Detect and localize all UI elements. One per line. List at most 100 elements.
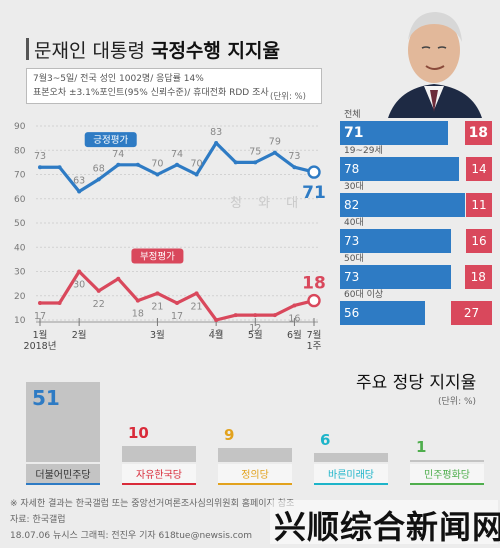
data-point	[272, 313, 277, 318]
data-label: 63	[73, 175, 85, 186]
y-tick-label: 60	[14, 195, 26, 205]
x-tick-label: 7월	[307, 329, 322, 341]
overlay-watermark-box	[270, 500, 498, 544]
party-bar	[410, 460, 484, 462]
party-bar	[314, 452, 388, 462]
disapprove-bar: 18	[464, 121, 492, 145]
data-point	[116, 162, 121, 167]
data-point	[175, 301, 179, 306]
approve-bar: 56	[340, 301, 426, 325]
party-chart-title: 주요 정당 지지율	[356, 373, 477, 393]
y-tick-label: 40	[14, 243, 26, 253]
data-point	[272, 150, 277, 155]
data-point	[292, 303, 297, 308]
data-label: 12	[249, 323, 261, 334]
series-badge	[131, 248, 184, 264]
title-bold: 국정수행 지지율	[150, 40, 280, 62]
approve-bar: 73	[340, 229, 451, 253]
end-marker	[307, 293, 321, 308]
age-group-panel: 전체 71 18 19~29세 78 14 30대 82 11 40대 73 16 50대 73 18 60대…	[340, 110, 492, 326]
party-chart-unit: (단위: %)	[438, 397, 477, 407]
data-label: 70	[151, 159, 163, 170]
data-point	[96, 177, 101, 182]
approve-bar: 78	[340, 157, 459, 181]
party-value-label: 1	[416, 438, 427, 456]
data-label: 74	[112, 149, 124, 160]
source-line: 자료: 한국갤럽	[10, 515, 66, 525]
party-name-label: 정의당	[218, 464, 292, 485]
disapprove-bar: 18	[464, 265, 492, 289]
disapprove-bar: 16	[466, 229, 492, 253]
age-group-label: 60대 이상	[344, 290, 384, 300]
age-group-label: 40대	[344, 218, 364, 228]
age-group-label: 50대	[344, 254, 364, 264]
survey-line-2: 표본오차 ±3.1%포인트(95% 신뢰수준)/ 휴대전화 RDD 조사	[33, 88, 269, 98]
data-label: 75	[249, 146, 261, 157]
x-tick-label: 2018년	[24, 341, 57, 352]
data-point	[57, 301, 62, 306]
party-bar	[122, 446, 196, 462]
title-light: 문재인 대통령	[34, 40, 151, 62]
age-group-row: 82 11	[340, 193, 492, 217]
end-marker	[307, 165, 321, 179]
party-name-label: 더불어민주당	[26, 464, 100, 485]
approve-bar: 71	[340, 121, 448, 145]
disapprove-bar: 11	[466, 193, 492, 217]
credit-line: 18.07.06 뉴시스 그래픽: 전진우 기자 618tue@newsis.c…	[10, 531, 253, 541]
footnote: ※ 자세한 결과는 한국갤럽 또는 중앙선거여론조사심의위원회 홈페이지 참조	[10, 499, 295, 509]
y-tick-label: 10	[14, 316, 26, 326]
overlay-watermark: 兴顺综合新闻网	[274, 508, 500, 546]
party-value-label: 9	[224, 425, 235, 444]
data-point	[57, 165, 62, 170]
data-label: 73	[34, 151, 46, 162]
data-point	[214, 140, 219, 145]
survey-info-box: 7월3~5일/ 전국 성인 1002명/ 응답률 14% 표본오차 ±3.1%포…	[26, 68, 322, 104]
data-label: 79	[269, 137, 281, 148]
y-tick-label: 20	[14, 292, 26, 302]
data-label: 21	[151, 301, 163, 312]
y-tick-label: 90	[14, 122, 26, 132]
data-point	[233, 313, 238, 318]
data-label: 21	[191, 301, 203, 312]
data-label: 30	[73, 280, 85, 291]
y-tick-label: 80	[14, 146, 26, 156]
president-portrait	[368, 0, 500, 118]
party-value-label: 51	[32, 386, 60, 410]
data-point	[38, 301, 42, 306]
data-point	[96, 288, 101, 293]
party-name-label: 민주평화당	[410, 464, 484, 485]
data-point	[135, 298, 140, 303]
data-point	[194, 172, 199, 177]
data-label: 16	[288, 313, 300, 324]
unit-label: (단위: %)	[270, 92, 306, 102]
party-name-label: 자유한국당	[122, 464, 196, 485]
page-title: 문재인 대통령 국정수행 지지율	[34, 36, 280, 63]
x-tick-label: 1주	[307, 341, 322, 352]
data-label: 68	[93, 163, 105, 174]
x-tick-label: 3월	[150, 329, 165, 341]
data-point	[77, 189, 82, 194]
data-label: 74	[171, 149, 183, 160]
x-tick-label: 5월	[248, 329, 263, 341]
y-tick-label: 30	[14, 268, 26, 278]
data-point	[194, 291, 199, 296]
x-tick-label: 1월	[33, 329, 48, 341]
data-point	[175, 162, 179, 167]
series-badge-label: 긍정평가	[93, 135, 128, 146]
party-bar	[26, 382, 100, 462]
survey-line-1: 7월3~5일/ 전국 성인 1002명/ 응답률 14%	[33, 74, 204, 84]
series-badge-label: 부정평가	[140, 252, 175, 263]
age-group-row: 78 14	[340, 157, 492, 181]
age-group-label: 19~29세	[344, 146, 383, 156]
age-group-row: 71 18	[340, 121, 492, 145]
data-label: 22	[93, 299, 105, 310]
approve-bar: 82	[340, 193, 465, 217]
age-group-row: 73 18	[340, 265, 492, 289]
data-point	[253, 313, 258, 318]
data-point	[292, 165, 297, 170]
disapprove-bar: 14	[466, 157, 492, 181]
age-group-label: 전체	[344, 110, 361, 120]
data-point	[155, 291, 160, 296]
data-point	[233, 160, 238, 165]
